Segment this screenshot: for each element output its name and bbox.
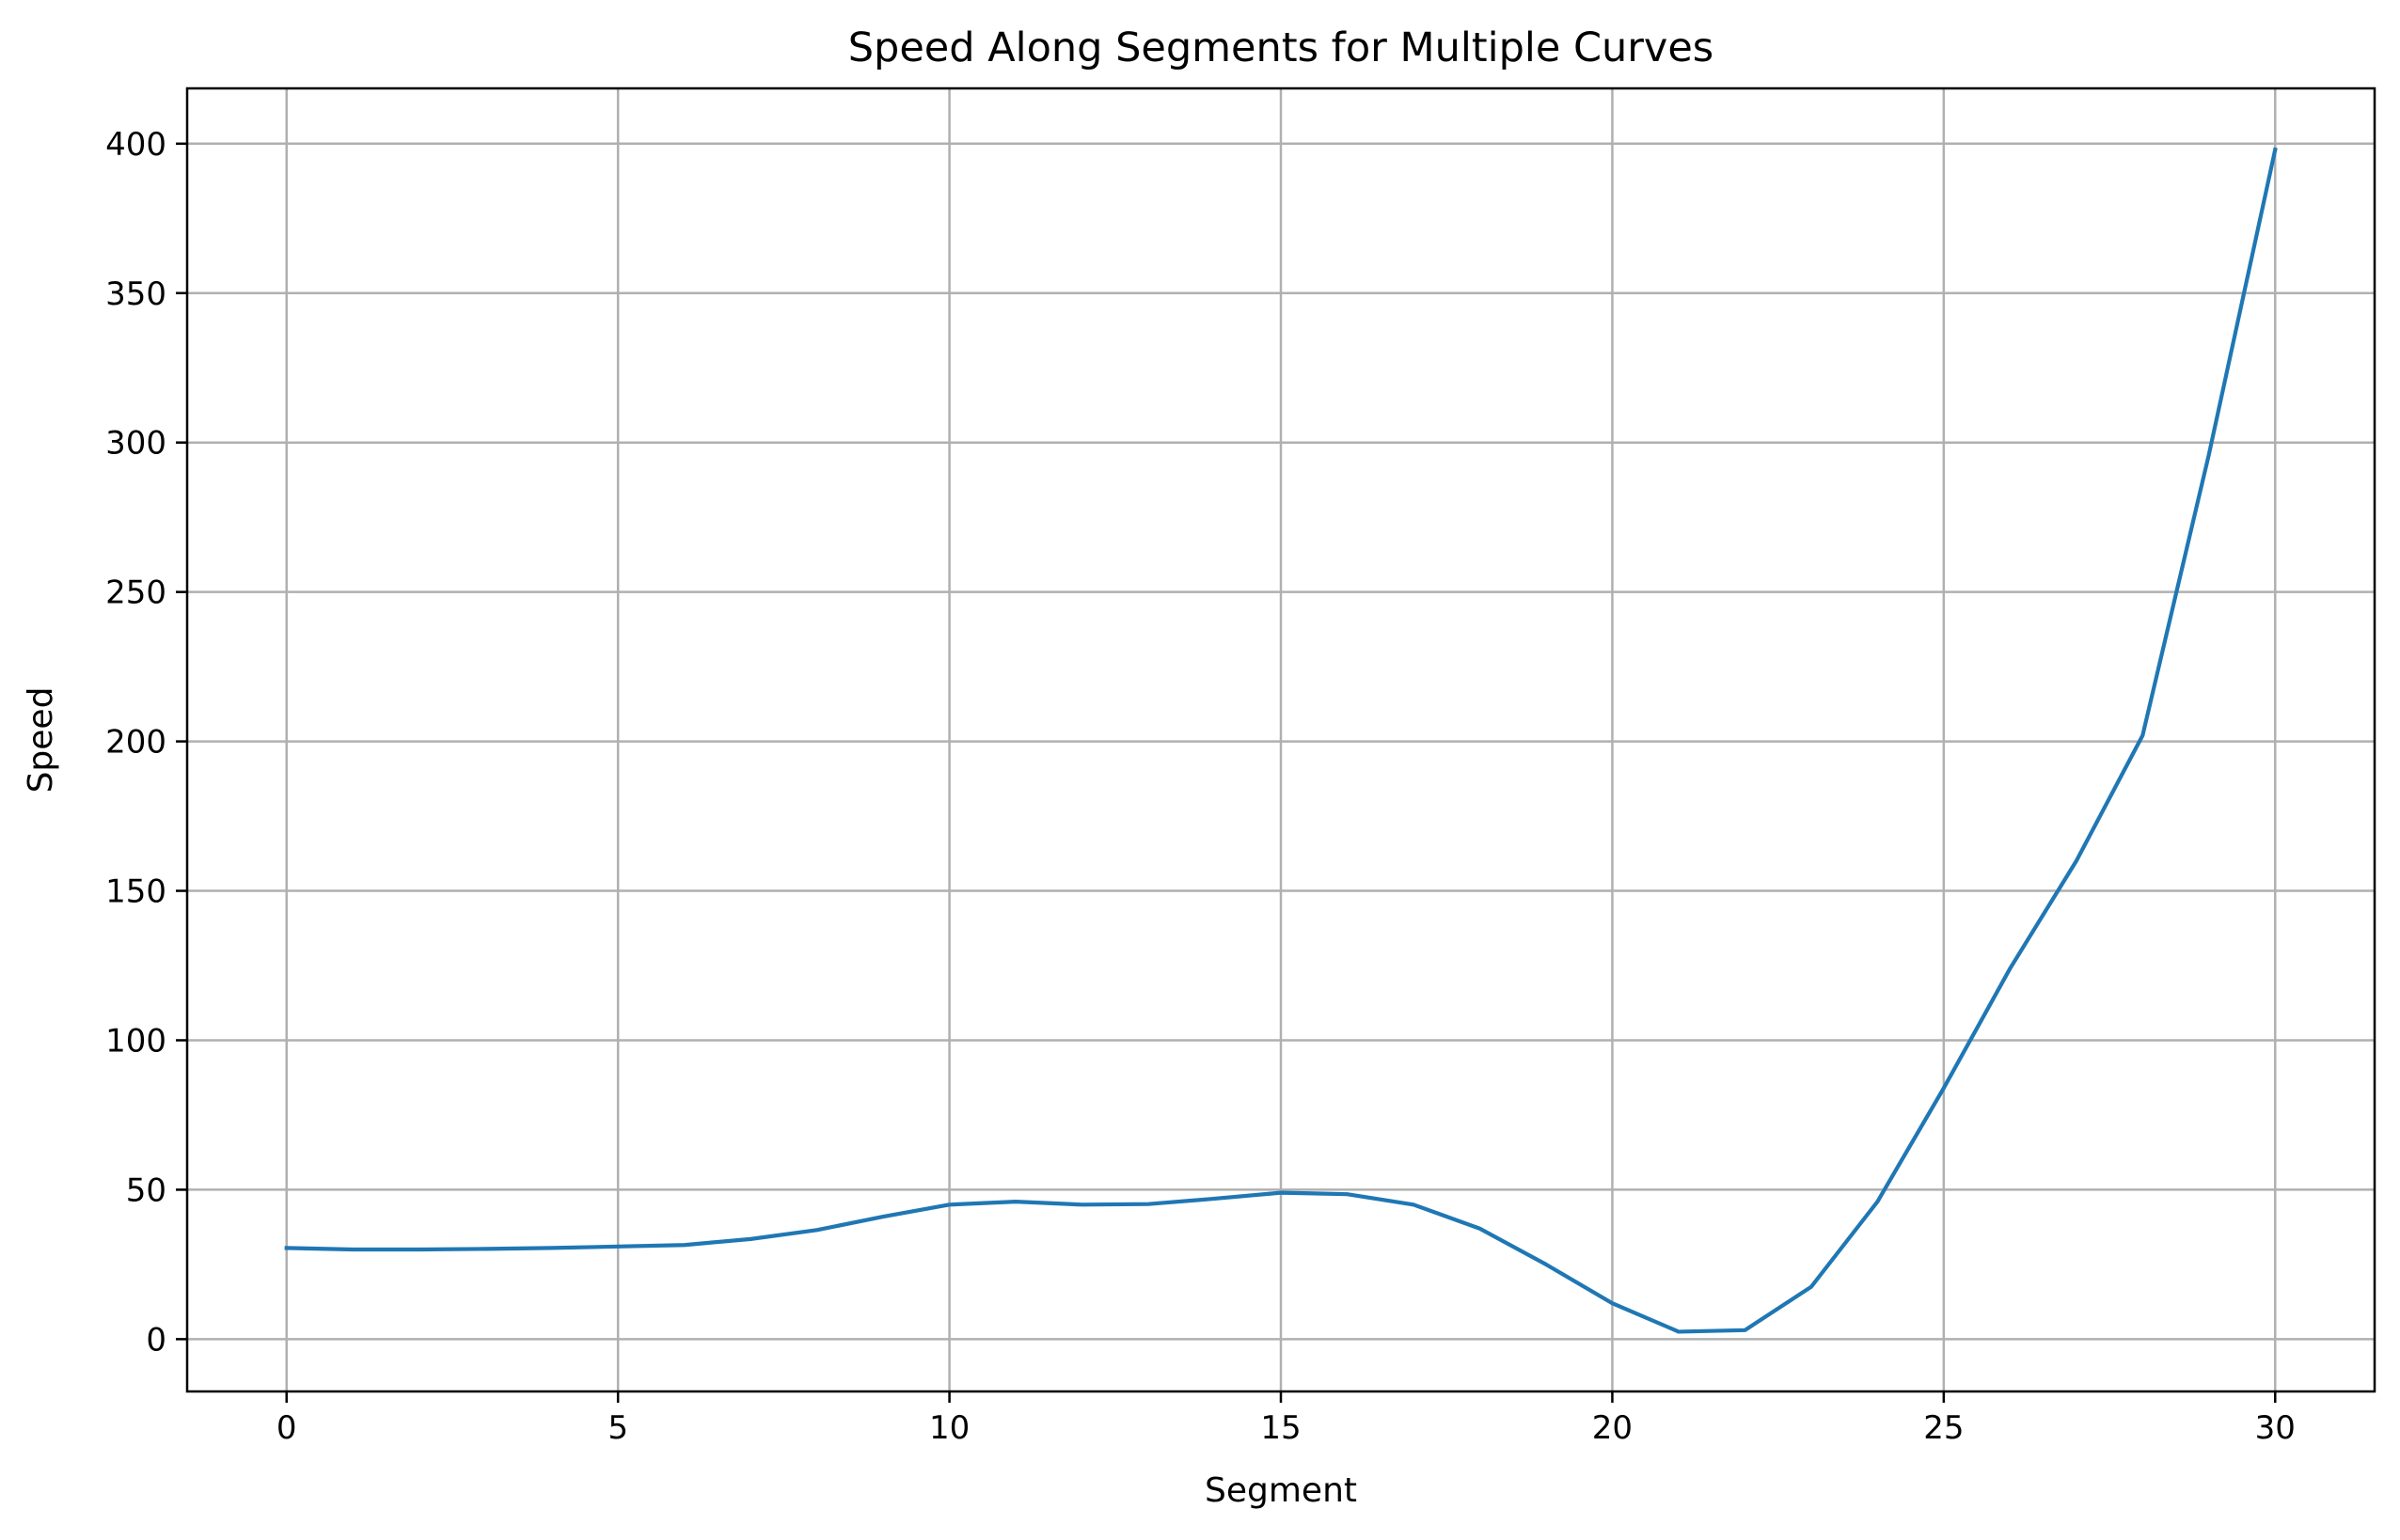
- y-tick-label: 50: [126, 1171, 166, 1209]
- y-tick-label: 0: [146, 1321, 166, 1359]
- series-line: [284, 147, 2278, 1334]
- x-tick-label: 15: [1260, 1409, 1301, 1447]
- x-tick-label: 0: [276, 1409, 297, 1447]
- y-tick-label: 200: [105, 724, 166, 762]
- x-tick-label: 30: [2255, 1409, 2296, 1447]
- y-tick-label: 400: [105, 126, 166, 164]
- x-tick-label: 5: [608, 1409, 628, 1447]
- y-tick-label: 300: [105, 425, 166, 463]
- y-tick-label: 350: [105, 275, 166, 313]
- x-axis-title: Segment: [1205, 1471, 1357, 1510]
- y-tick-label: 250: [105, 574, 166, 612]
- y-axis-title: Speed: [22, 687, 60, 794]
- x-tick-label: 20: [1592, 1409, 1633, 1447]
- y-tick-label: 100: [105, 1022, 166, 1060]
- grid: [187, 88, 2375, 1391]
- series-layer: [284, 147, 2278, 1334]
- x-tick-label: 10: [929, 1409, 970, 1447]
- x-tick-label: 25: [1923, 1409, 1964, 1447]
- y-tick-label: 150: [105, 873, 166, 911]
- chart-title: Speed Along Segments for Multiple Curves: [848, 24, 1713, 71]
